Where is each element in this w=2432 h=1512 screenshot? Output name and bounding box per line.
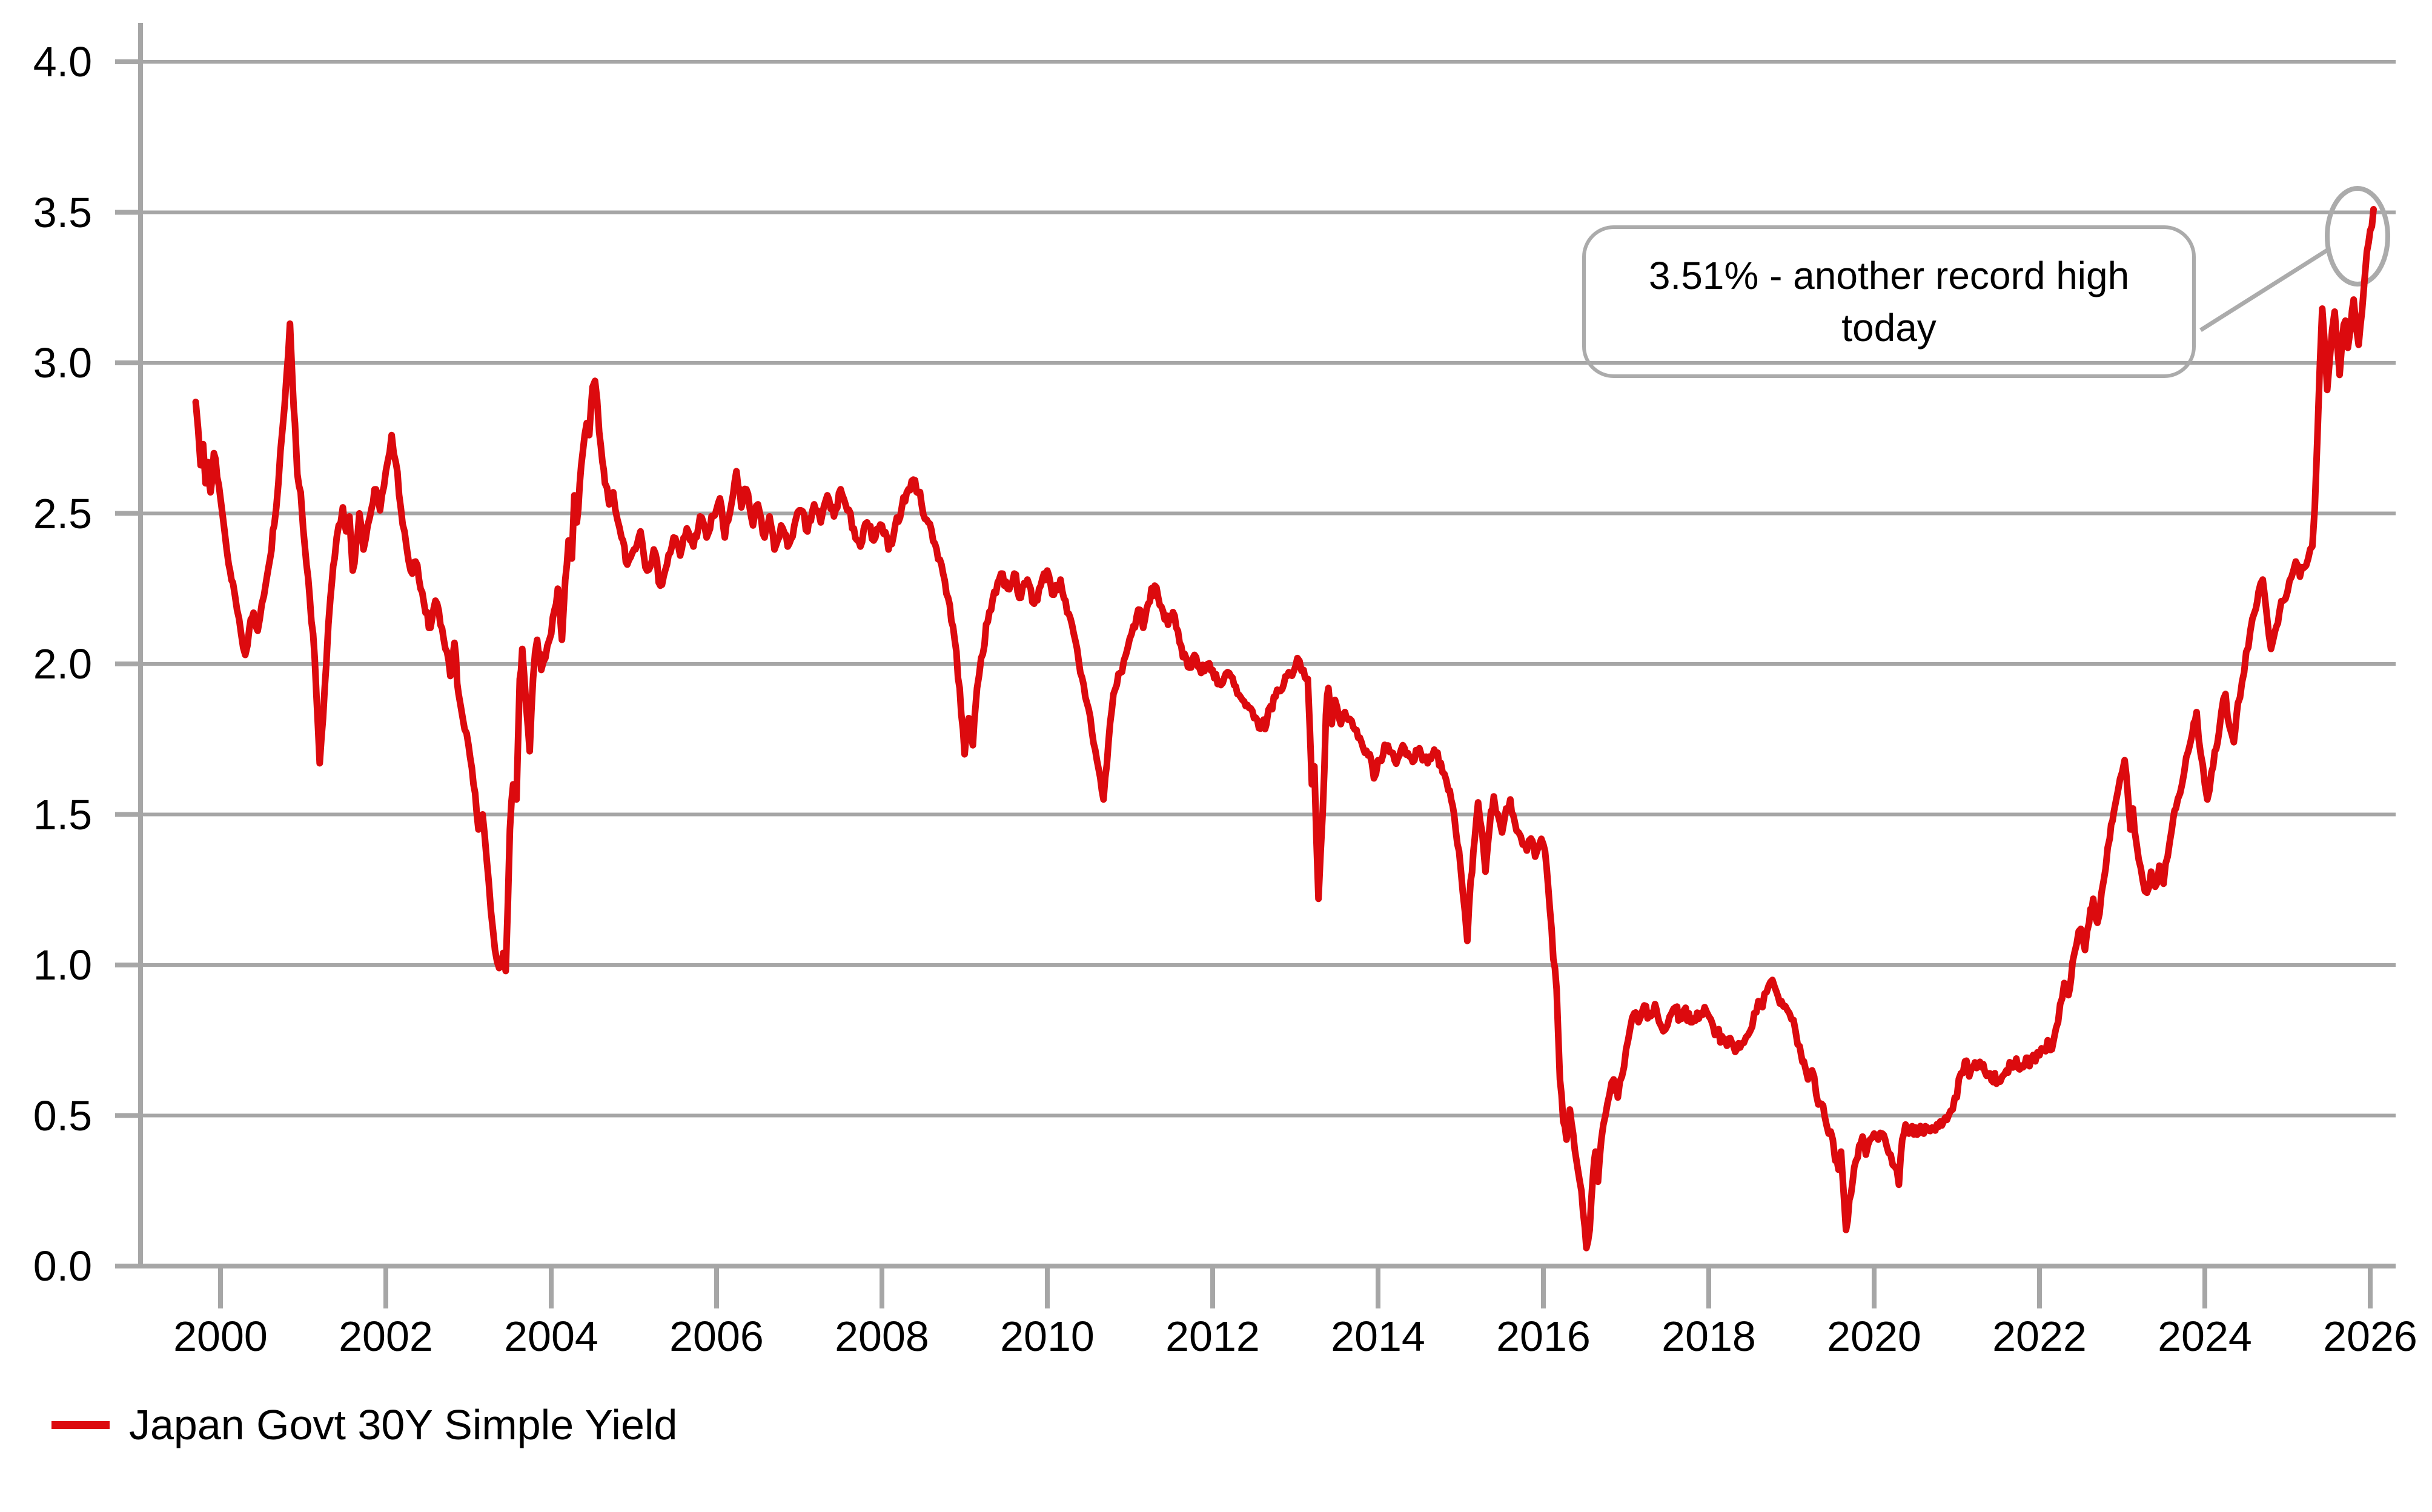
legend: Japan Govt 30Y Simple Yield bbox=[51, 1399, 677, 1450]
annotation-callout: 3.51% - another record high today bbox=[1582, 225, 2196, 378]
yield-series-line bbox=[192, 206, 2377, 1252]
annotation-text-line2: today bbox=[1841, 306, 1937, 350]
annotation-text-line1: 3.51% - another record high bbox=[1648, 254, 2130, 297]
callout-leader-line bbox=[2199, 248, 2328, 332]
legend-line-marker bbox=[51, 1421, 110, 1429]
legend-series-label: Japan Govt 30Y Simple Yield bbox=[129, 1401, 678, 1448]
callout-circle bbox=[2325, 186, 2390, 287]
